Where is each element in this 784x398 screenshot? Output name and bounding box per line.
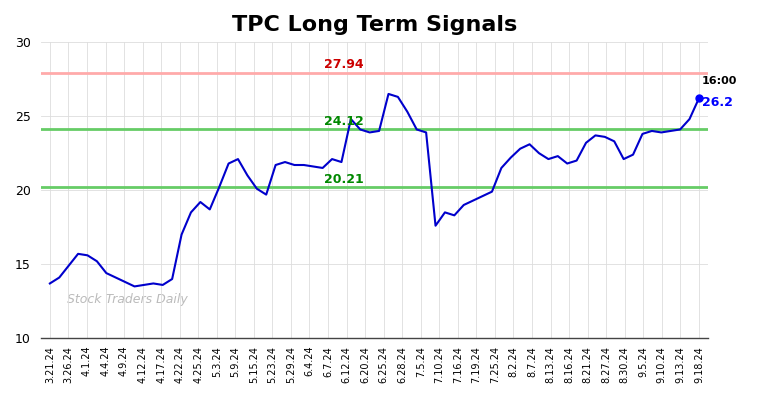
Text: 26.2: 26.2	[702, 96, 732, 109]
Text: 16:00: 16:00	[702, 76, 737, 86]
Text: 20.21: 20.21	[324, 173, 364, 186]
Text: 24.12: 24.12	[324, 115, 364, 128]
Text: 27.94: 27.94	[324, 59, 364, 72]
Title: TPC Long Term Signals: TPC Long Term Signals	[232, 15, 517, 35]
Text: Stock Traders Daily: Stock Traders Daily	[67, 293, 188, 306]
